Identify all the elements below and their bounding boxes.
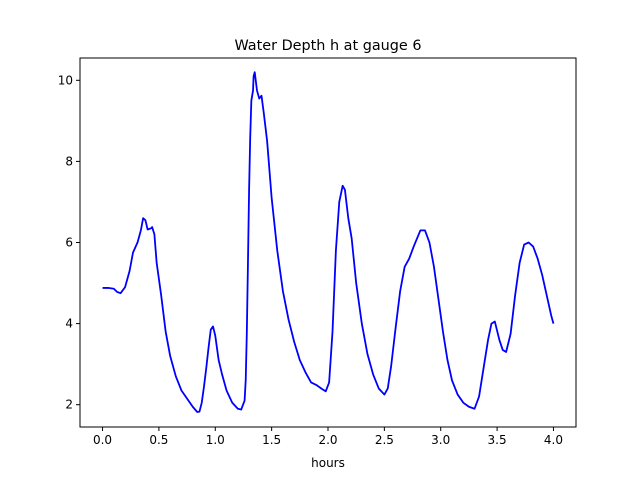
y-tick-label: 8 (65, 154, 73, 168)
plot-frame (79, 57, 577, 428)
ticks-layer: 0.0 0.5 1.0 1.5 2.0 2.5 3.0 3.5 4.0 2 4 6 8 10 (58, 73, 563, 447)
x-tick-label: 3.5 (488, 433, 507, 447)
series-line-0 (102, 71, 555, 413)
y-tick-label: 10 (58, 73, 73, 87)
x-tick-label: 0.5 (149, 433, 168, 447)
x-tick-label: 4.0 (544, 433, 563, 447)
x-tick-label: 0.0 (93, 433, 112, 447)
y-tick-label: 6 (65, 236, 73, 250)
chart-title: Water Depth h at gauge 6 (234, 38, 421, 54)
x-tick-label: 1.5 (262, 433, 281, 447)
x-tick-label: 2.0 (318, 433, 337, 447)
series-layer (102, 71, 555, 413)
x-axis-label: hours (311, 456, 345, 470)
x-tick-label: 1.0 (206, 433, 225, 447)
x-tick-label: 3.0 (431, 433, 450, 447)
y-tick-label: 2 (65, 398, 73, 412)
y-tick-label: 4 (65, 317, 73, 331)
x-tick-label: 2.5 (375, 433, 394, 447)
